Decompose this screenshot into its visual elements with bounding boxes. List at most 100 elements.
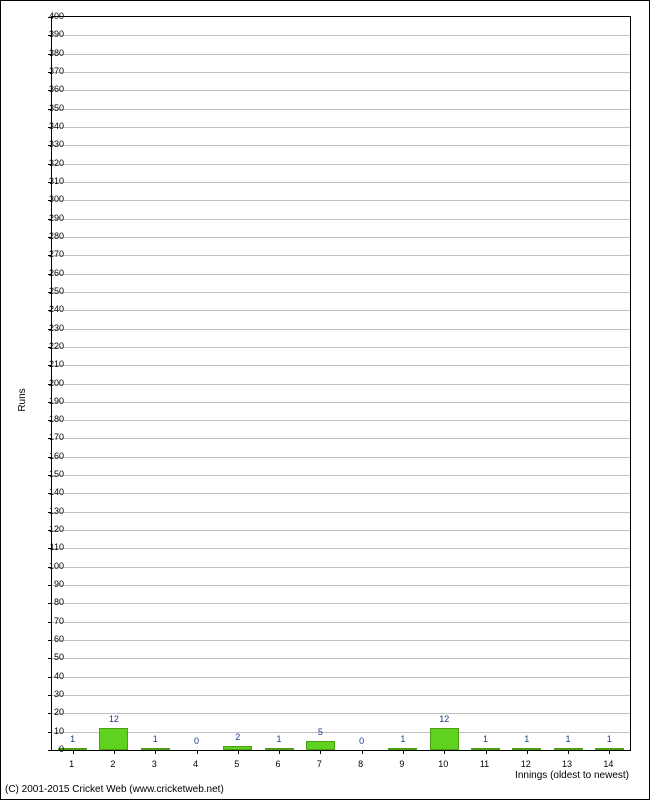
grid-line [52, 695, 630, 696]
x-tick-mark [362, 750, 363, 754]
x-axis-title: Innings (oldest to newest) [515, 770, 629, 781]
grid-line [52, 622, 630, 623]
grid-line [52, 493, 630, 494]
grid-line [52, 732, 630, 733]
y-tick-label: 190 [34, 396, 64, 406]
grid-line [52, 219, 630, 220]
bar-value-label: 5 [318, 727, 323, 737]
bar-value-label: 1 [524, 734, 529, 744]
x-tick-mark [155, 750, 156, 754]
x-tick-label: 6 [276, 759, 281, 769]
bar-value-label: 0 [194, 736, 199, 746]
bar-value-label: 1 [607, 734, 612, 744]
bar-value-label: 12 [439, 714, 449, 724]
x-tick-mark [114, 750, 115, 754]
grid-line [52, 713, 630, 714]
y-tick-label: 160 [34, 451, 64, 461]
grid-line [52, 512, 630, 513]
x-tick-label: 10 [438, 759, 448, 769]
bar [99, 728, 128, 750]
x-tick-mark [527, 750, 528, 754]
grid-line [52, 329, 630, 330]
y-tick-label: 360 [34, 84, 64, 94]
x-tick-mark [320, 750, 321, 754]
footer-copyright: (C) 2001-2015 Cricket Web (www.cricketwe… [5, 784, 224, 795]
grid-line [52, 567, 630, 568]
y-tick-label: 80 [34, 597, 64, 607]
grid-line [52, 457, 630, 458]
x-tick-label: 1 [69, 759, 74, 769]
grid-line [52, 402, 630, 403]
grid-line [52, 603, 630, 604]
x-tick-label: 11 [480, 759, 489, 769]
grid-line [52, 127, 630, 128]
grid-line [52, 438, 630, 439]
bar-value-label: 1 [400, 734, 405, 744]
grid-line [52, 475, 630, 476]
grid-line [52, 310, 630, 311]
y-tick-label: 230 [34, 323, 64, 333]
grid-line [52, 347, 630, 348]
x-tick-mark [197, 750, 198, 754]
grid-line [52, 145, 630, 146]
grid-line [52, 658, 630, 659]
y-tick-label: 20 [34, 707, 64, 717]
bar-value-label: 0 [359, 736, 364, 746]
x-tick-mark [73, 750, 74, 754]
grid-line [52, 292, 630, 293]
y-tick-label: 130 [34, 506, 64, 516]
x-tick-label: 9 [399, 759, 404, 769]
bar [430, 728, 459, 750]
x-tick-mark [444, 750, 445, 754]
grid-line [52, 420, 630, 421]
grid-line [52, 530, 630, 531]
plot-area: 1121021501121111 [51, 16, 631, 751]
x-tick-label: 5 [234, 759, 239, 769]
y-tick-label: 140 [34, 487, 64, 497]
grid-line [52, 255, 630, 256]
y-tick-label: 240 [34, 304, 64, 314]
x-tick-label: 12 [521, 759, 531, 769]
x-tick-mark [486, 750, 487, 754]
grid-line [52, 182, 630, 183]
y-tick-label: 310 [34, 176, 64, 186]
x-tick-label: 4 [193, 759, 198, 769]
y-tick-label: 50 [34, 652, 64, 662]
y-tick-label: 200 [34, 378, 64, 388]
y-tick-label: 10 [34, 726, 64, 736]
y-axis-title: Runs [17, 388, 28, 411]
y-tick-label: 210 [34, 359, 64, 369]
y-tick-label: 170 [34, 432, 64, 442]
y-tick-label: 30 [34, 689, 64, 699]
grid-line [52, 384, 630, 385]
bar-value-label: 1 [153, 734, 158, 744]
grid-line [52, 109, 630, 110]
grid-line [52, 164, 630, 165]
x-tick-label: 3 [152, 759, 157, 769]
y-tick-label: 150 [34, 469, 64, 479]
y-tick-label: 40 [34, 671, 64, 681]
grid-line [52, 274, 630, 275]
bar [306, 741, 335, 750]
grid-line [52, 200, 630, 201]
y-tick-label: 60 [34, 634, 64, 644]
x-tick-mark [568, 750, 569, 754]
grid-line [52, 640, 630, 641]
y-tick-label: 270 [34, 249, 64, 259]
x-tick-label: 8 [358, 759, 363, 769]
x-tick-mark [403, 750, 404, 754]
grid-line [52, 90, 630, 91]
bar-value-label: 1 [277, 734, 282, 744]
grid-line [52, 548, 630, 549]
y-tick-label: 340 [34, 121, 64, 131]
y-tick-label: 250 [34, 286, 64, 296]
chart-container: 1121021501121111 Runs Innings (oldest to… [0, 0, 650, 800]
x-tick-mark [609, 750, 610, 754]
bar-value-label: 1 [70, 734, 75, 744]
y-tick-label: 70 [34, 616, 64, 626]
grid-line [52, 677, 630, 678]
grid-line [52, 54, 630, 55]
x-tick-mark [279, 750, 280, 754]
y-tick-label: 120 [34, 524, 64, 534]
y-tick-label: 260 [34, 268, 64, 278]
